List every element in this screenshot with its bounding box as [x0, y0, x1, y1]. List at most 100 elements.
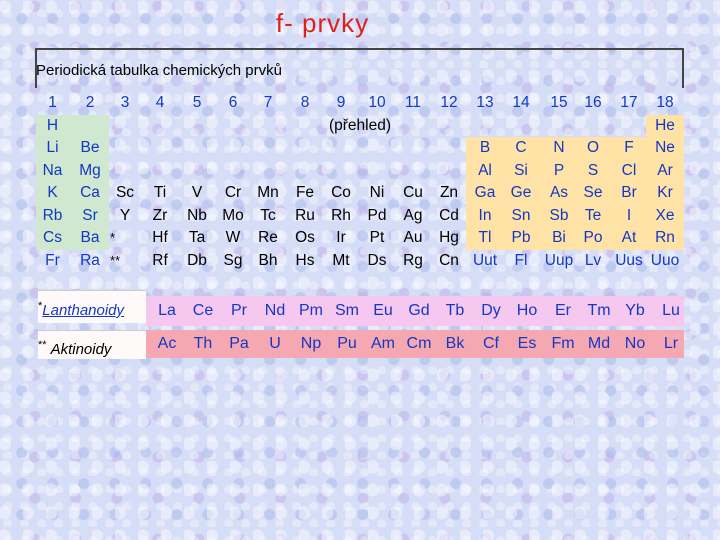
element-v: V	[191, 184, 203, 201]
element-ba: Ba	[80, 229, 100, 246]
h-cell-band	[36, 114, 73, 137]
element-bk: Bk	[445, 335, 465, 352]
group-number: 6	[228, 94, 238, 111]
element-b: B	[479, 139, 491, 156]
lanthanoids-marker: *	[38, 300, 43, 312]
element-si: Si	[514, 161, 528, 179]
group-number: 9	[336, 94, 346, 111]
element-fl: Fl	[514, 251, 528, 269]
element-w: W	[225, 229, 241, 246]
group-number: 7	[263, 94, 273, 111]
element-rn: Rn	[655, 229, 675, 246]
element-k: K	[47, 184, 58, 201]
group-number: 13	[476, 94, 494, 111]
element-ds: Ds	[367, 251, 387, 269]
element-hs: Hs	[295, 251, 315, 269]
element-sb: Sb	[549, 206, 569, 224]
group-number: 16	[584, 94, 602, 111]
element-ce: Ce	[192, 302, 214, 319]
group-number: 8	[300, 94, 310, 111]
element-lanthanoid-marker: *	[110, 230, 116, 245]
element-br: Br	[621, 184, 637, 201]
element-sc: Sc	[115, 184, 135, 201]
element-ni: Ni	[369, 184, 385, 201]
element-cr: Cr	[224, 184, 242, 201]
element-kr: Kr	[657, 184, 673, 201]
element-be: Be	[80, 139, 100, 156]
element-lu: Lu	[662, 302, 680, 319]
element-au: Au	[403, 229, 423, 246]
element-n: N	[553, 139, 565, 156]
element-ti: Ti	[153, 184, 167, 201]
element-uus: Uus	[615, 251, 643, 269]
element-te: Te	[584, 206, 602, 224]
element-sr: Sr	[82, 206, 98, 224]
element-pm: Pm	[299, 302, 323, 319]
element-ne: Ne	[655, 139, 675, 156]
lanthanoids-band	[146, 296, 684, 326]
p-block-band	[466, 137, 684, 250]
element-os: Os	[295, 229, 315, 246]
element-f: F	[624, 139, 634, 156]
element-cn: Cn	[439, 251, 459, 269]
element-al: Al	[478, 161, 492, 179]
element-rg: Rg	[403, 251, 423, 269]
element-cs: Cs	[43, 229, 62, 246]
element-ta: Ta	[188, 229, 206, 246]
element-er: Er	[555, 302, 571, 319]
element-ra: Ra	[80, 251, 100, 269]
element-bi: Bi	[552, 229, 566, 246]
group-number: 17	[620, 94, 638, 111]
element-yb: Yb	[625, 302, 645, 319]
element-cf: Cf	[483, 335, 499, 352]
element-am: Am	[371, 335, 395, 352]
element-lr: Lr	[663, 335, 679, 352]
element-se: Se	[583, 184, 603, 201]
element-fe: Fe	[295, 184, 315, 201]
element-tl: Tl	[478, 229, 492, 246]
actinoids-band	[146, 330, 684, 358]
element-p: P	[553, 161, 565, 179]
element-cu: Cu	[403, 184, 423, 201]
element-at: At	[621, 229, 637, 246]
element-he: He	[655, 116, 675, 134]
element-pr: Pr	[231, 302, 247, 319]
element-tm: Tm	[587, 302, 611, 319]
group-number: 18	[656, 94, 674, 111]
actinoids-label-text: Aktinoidy	[50, 341, 112, 358]
element-c: C	[515, 139, 527, 156]
element-fr: Fr	[45, 251, 60, 269]
element-ge: Ge	[510, 184, 532, 201]
group-number: 10	[368, 94, 386, 111]
element-na: Na	[42, 161, 63, 179]
element-md: Md	[587, 335, 611, 352]
group-number: 2	[85, 94, 95, 111]
element-sg: Sg	[223, 251, 243, 269]
element-xe: Xe	[655, 206, 675, 224]
element-dy: Dy	[481, 302, 501, 319]
element-hg: Hg	[439, 229, 459, 246]
element-ca: Ca	[80, 184, 100, 201]
table-caption: Periodická tabulka chemických prvků	[36, 62, 282, 79]
element-mo: Mo	[222, 206, 244, 224]
element-tc: Tc	[260, 206, 276, 224]
overview-label: (přehled)	[328, 116, 392, 134]
group-number: 15	[550, 94, 568, 111]
element-la: La	[158, 302, 176, 319]
element-ho: Ho	[516, 302, 538, 319]
element-co: Co	[331, 184, 351, 201]
group-number: 4	[155, 94, 165, 111]
element-ag: Ag	[403, 206, 423, 224]
element-uuo: Uuo	[650, 251, 680, 269]
element-zn: Zn	[439, 184, 459, 201]
element-ir: Ir	[336, 229, 346, 246]
element-rf: Rf	[152, 251, 168, 269]
element-mt: Mt	[332, 251, 350, 269]
element-cm: Cm	[406, 335, 432, 352]
page-title: f- prvky	[275, 8, 370, 38]
element-uut: Uut	[472, 251, 498, 269]
element-nb: Nb	[187, 206, 207, 224]
actinoids-label: ** Aktinoidy	[38, 330, 146, 359]
group-number: 11	[404, 94, 422, 111]
element-bh: Bh	[258, 251, 278, 269]
